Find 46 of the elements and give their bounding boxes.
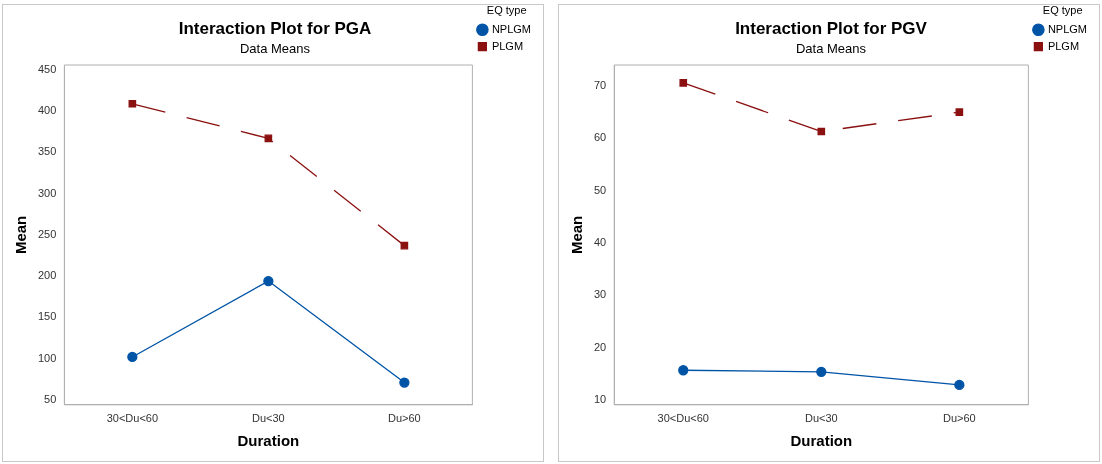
chart-subtitle: Data Means [795,40,867,56]
y-tick-label: 250 [37,227,57,240]
y-tick-label: 50 [44,392,57,405]
point [817,127,826,136]
chart-subtitle: Data Means [239,40,311,56]
point [678,365,689,376]
y-tick-label: 50 [593,183,607,196]
x-tick-label: Du<30 [804,412,838,425]
chart-title: Interaction Plot for PGV [735,18,928,38]
legend-title: EQ type [486,3,527,16]
y-tick-label: 70 [593,78,607,91]
x-tick-label: 30<Du<60 [106,412,159,425]
point [816,366,827,377]
y-tick-label: 20 [593,340,607,353]
x-tick-label: Du<30 [252,412,285,425]
y-tick-label: 30 [593,288,607,301]
y-tick-label: 450 [37,62,57,75]
y-tick-label: 40 [593,236,607,249]
legend-label: PLGM [1047,39,1080,52]
legend-label: NPLGM [491,22,532,35]
point [399,377,410,388]
legend-label: NPLGM [1047,22,1088,35]
y-tick-label: 150 [37,310,57,323]
y-tick-label: 400 [37,104,57,117]
y-tick-label: 10 [593,393,607,406]
point [954,379,965,391]
y-tick-label: 300 [37,186,57,199]
y-tick-label: 60 [593,131,607,144]
x-axis-title: Duration [790,432,853,450]
y-axis-title: Mean [12,215,30,255]
legend-label: PLGM [491,39,524,52]
y-tick-label: 200 [37,269,57,282]
point [128,99,137,108]
point [263,275,274,287]
x-tick-label: Du>60 [942,412,976,425]
y-tick-label: 350 [37,145,57,158]
point [679,78,688,87]
x-tick-label: Du>60 [388,412,421,425]
point [955,108,964,116]
chart-title: Interaction Plot for PGA [178,18,372,38]
x-axis-title: Duration [237,432,300,450]
y-tick-label: 100 [37,351,57,364]
legend-title: EQ type [1042,3,1083,16]
point [127,351,138,363]
y-axis-title: Mean [568,215,586,255]
x-tick-label: 30<Du<60 [657,412,709,425]
